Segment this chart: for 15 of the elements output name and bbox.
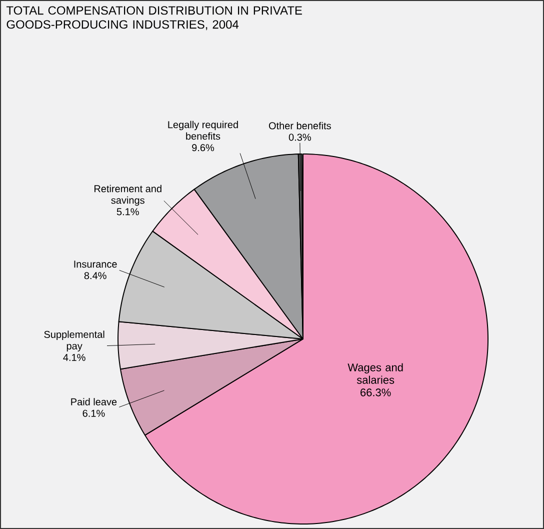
data-label: 0.3% [288, 134, 311, 141]
slice-label: Legally required benefits [168, 120, 238, 140]
data-label: 5.1% [116, 208, 139, 216]
data-label: 66.3% [360, 388, 391, 396]
data-label: 8.4% [84, 272, 106, 280]
chart-title: TOTAL COMPENSATION DISTRIBUTION IN PRIVATE GOODS-PRODUCING INDUSTRIES, 2004 [6, 6, 302, 30]
slice-label: Insurance [74, 260, 117, 268]
slice-label: Other benefits [268, 122, 331, 130]
slice-label: Supplemental pay [44, 330, 104, 352]
slice-label: Wages and salaries [348, 363, 403, 384]
slice-label: Paid leave [71, 398, 117, 406]
data-label: 6.1% [82, 410, 105, 417]
slice-label: Retirement and savings [94, 184, 162, 206]
data-label: 9.6% [192, 144, 214, 152]
data-label: 4.1% [63, 354, 86, 361]
